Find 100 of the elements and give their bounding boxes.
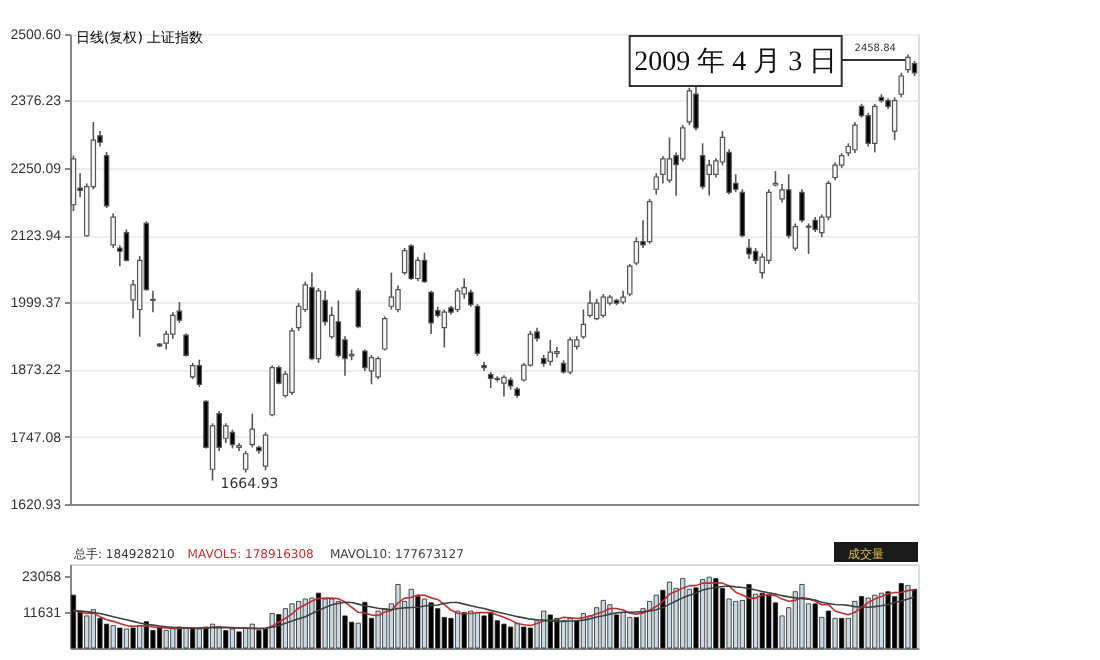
- candlestick: [401, 247, 408, 276]
- bar: [554, 617, 560, 649]
- candlestick: [428, 289, 434, 335]
- candlestick: [865, 112, 871, 148]
- bar: [759, 592, 765, 649]
- bar: [514, 622, 520, 649]
- candlestick: [739, 188, 746, 239]
- bar: [647, 600, 653, 649]
- bar: [302, 598, 308, 649]
- bar: [170, 627, 176, 649]
- candlestick: [242, 450, 249, 474]
- bar: [249, 623, 255, 649]
- candlestick: [381, 315, 388, 352]
- bar: [872, 594, 878, 649]
- bar: [408, 588, 414, 649]
- candlestick: [693, 84, 699, 132]
- bar: [858, 596, 865, 649]
- bar: [633, 616, 639, 649]
- bar: [607, 604, 613, 649]
- candlestick: [627, 263, 633, 297]
- bar: [594, 607, 600, 649]
- bar: [435, 608, 441, 649]
- bar: [627, 616, 633, 649]
- bar: [421, 598, 428, 649]
- bar: [256, 630, 262, 649]
- bar: [878, 592, 884, 649]
- bar: [70, 594, 77, 649]
- bar: [110, 625, 116, 649]
- bar: [322, 598, 328, 649]
- bar: [666, 581, 673, 649]
- bar: [395, 584, 401, 649]
- bar: [309, 597, 315, 649]
- bar: [494, 620, 500, 649]
- bar: [461, 612, 467, 649]
- bar: [157, 626, 163, 649]
- bar: [415, 596, 421, 649]
- bar: [508, 626, 514, 649]
- bar: [700, 579, 706, 649]
- bar: [713, 578, 719, 649]
- bar: [84, 615, 90, 649]
- bar: [441, 616, 447, 649]
- bar: [329, 598, 335, 649]
- bar: [223, 630, 229, 649]
- bar: [448, 617, 454, 649]
- bar: [137, 625, 143, 649]
- candlestick: [123, 228, 130, 263]
- bar: [362, 601, 368, 649]
- candlestick: [746, 238, 752, 260]
- bar: [203, 626, 209, 649]
- bar: [296, 600, 302, 649]
- bar: [825, 610, 831, 649]
- bar: [812, 603, 818, 649]
- bar: [97, 617, 103, 649]
- bar: [640, 608, 646, 649]
- bar: [183, 627, 189, 649]
- bar: [527, 627, 533, 649]
- bar: [236, 631, 242, 649]
- bar: [733, 600, 739, 649]
- bar: [839, 617, 845, 649]
- bar: [428, 602, 434, 649]
- bar: [885, 591, 891, 649]
- candlestick: [905, 53, 911, 74]
- candlestick: [799, 188, 805, 224]
- bar: [488, 612, 494, 649]
- bar: [660, 589, 666, 649]
- bar: [521, 626, 527, 649]
- bar: [243, 627, 249, 649]
- bar: [455, 610, 461, 649]
- bar: [90, 609, 96, 649]
- bar: [766, 593, 772, 649]
- bar: [799, 584, 805, 649]
- bar: [269, 613, 275, 649]
- bar: [163, 630, 169, 649]
- bar: [693, 587, 699, 649]
- annotation: 2009 年 4 月 3 日: [634, 46, 838, 78]
- candlestick: [408, 243, 414, 281]
- bar: [911, 588, 918, 649]
- bar: [865, 597, 871, 649]
- bar: [574, 620, 580, 649]
- bar: [382, 608, 388, 649]
- bar: [680, 578, 686, 649]
- bar: [196, 628, 202, 649]
- bar: [832, 617, 838, 649]
- bar: [600, 600, 606, 649]
- bar: [772, 602, 778, 649]
- bar: [567, 617, 573, 649]
- bar: [117, 627, 123, 649]
- bar: [176, 626, 182, 649]
- candlestick: [547, 339, 554, 367]
- bar: [468, 610, 474, 649]
- bar: [653, 594, 659, 649]
- bar: [560, 620, 567, 649]
- candlestick: [355, 287, 361, 329]
- bar: [905, 585, 911, 649]
- bar: [375, 610, 381, 649]
- candlestick: [554, 346, 560, 359]
- bar: [130, 627, 136, 649]
- bar: [216, 626, 222, 649]
- bar: [229, 628, 235, 649]
- bar: [852, 600, 858, 649]
